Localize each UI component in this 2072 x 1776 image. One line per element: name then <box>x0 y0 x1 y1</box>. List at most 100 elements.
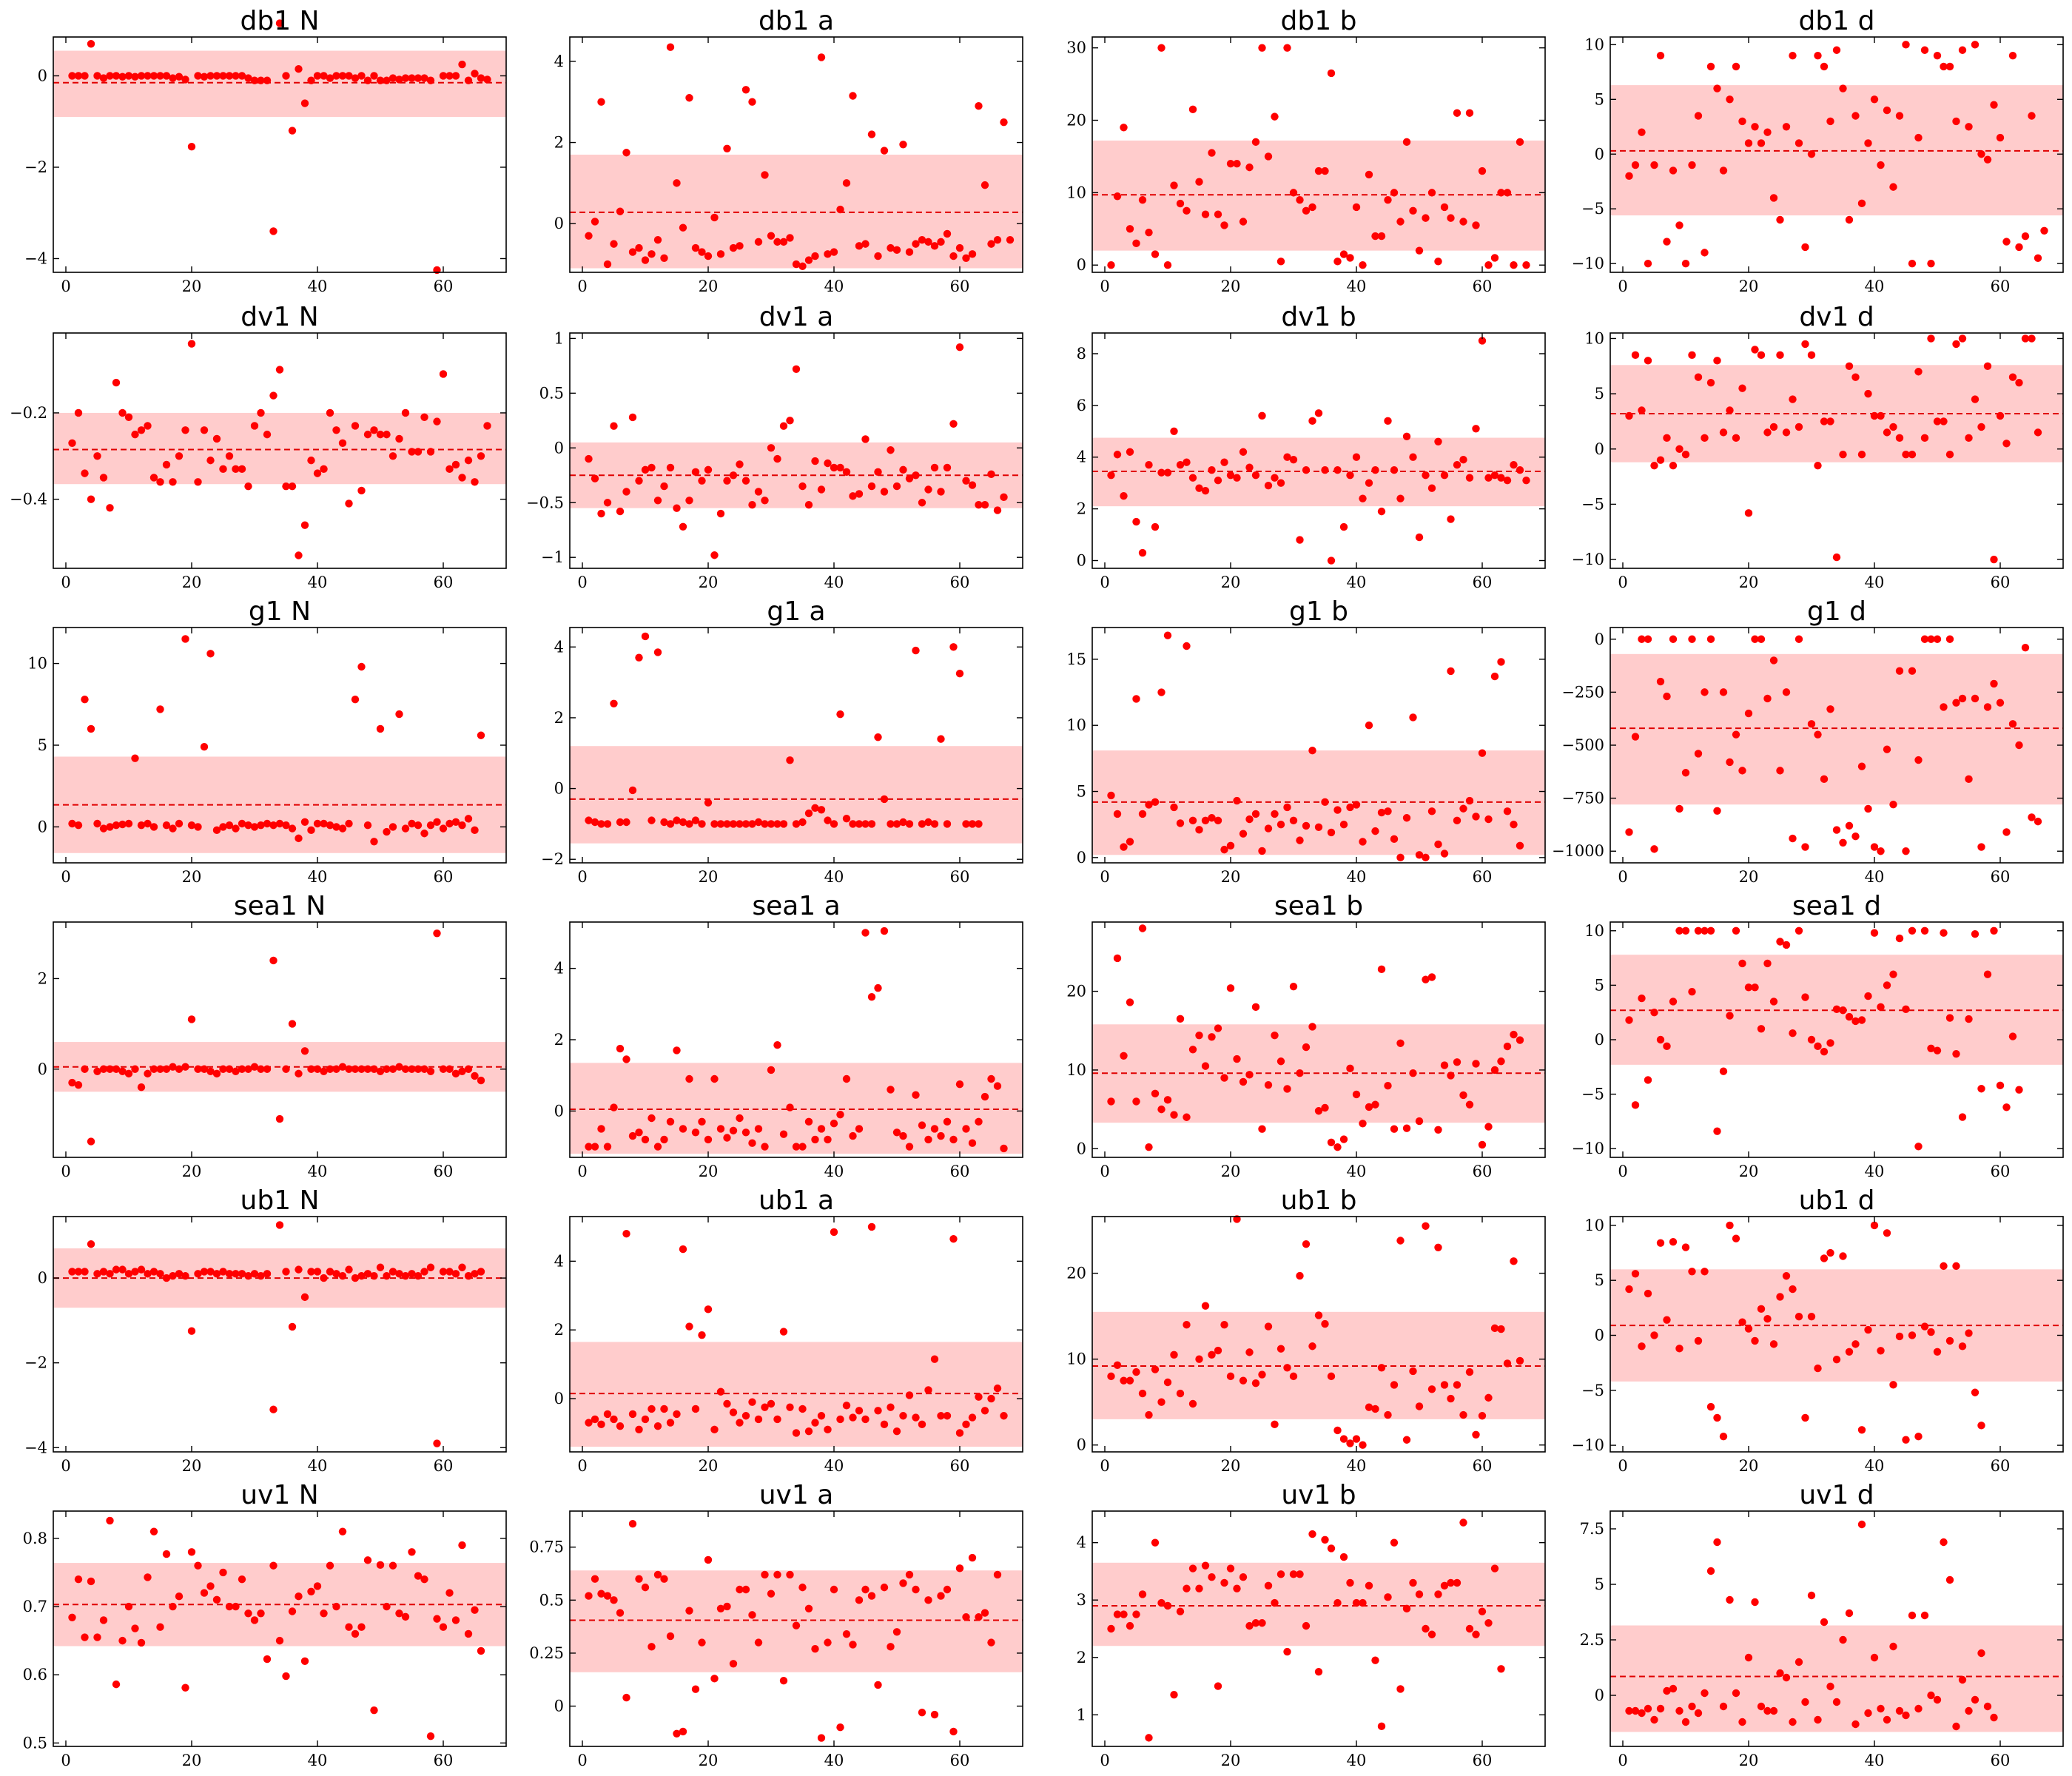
data-point <box>591 474 599 482</box>
data-point <box>395 434 403 443</box>
data-point <box>1751 346 1759 354</box>
data-point <box>307 1065 315 1073</box>
x-tick-label: 0 <box>1100 278 1109 295</box>
data-point <box>338 1527 347 1536</box>
x-tick-label: 0 <box>577 1752 587 1769</box>
data-point <box>1214 476 1222 485</box>
data-point <box>1927 259 1935 268</box>
data-point <box>1510 1030 1518 1039</box>
data-point <box>1895 934 1904 943</box>
std-band <box>1610 653 2063 805</box>
data-point <box>1157 44 1166 52</box>
data-point <box>1694 926 1703 935</box>
x-tick-label: 60 <box>1991 1457 2011 1475</box>
data-point <box>648 1643 656 1651</box>
data-point <box>955 669 964 678</box>
data-point <box>836 710 844 719</box>
x-tick-label: 20 <box>1739 1163 1759 1180</box>
data-point <box>99 824 108 832</box>
data-point <box>383 827 391 836</box>
data-point <box>710 551 719 559</box>
data-point <box>2021 232 2030 240</box>
data-point <box>792 1143 801 1151</box>
data-point <box>786 1103 794 1111</box>
data-point <box>912 240 920 248</box>
data-point <box>1870 411 1879 420</box>
x-tick-label: 0 <box>577 574 587 591</box>
data-point <box>1927 1044 1935 1052</box>
data-point <box>1132 695 1140 703</box>
data-point <box>1681 451 1690 459</box>
data-point <box>628 248 637 256</box>
x-tick-label: 40 <box>308 1457 328 1475</box>
data-point <box>905 248 914 256</box>
data-point <box>1701 1689 1709 1698</box>
data-point <box>1776 351 1784 360</box>
data-point <box>288 127 297 135</box>
x-tick-label: 0 <box>1618 278 1627 295</box>
data-point <box>68 72 76 80</box>
data-point <box>1465 1100 1474 1109</box>
y-tick-label: 0 <box>38 67 47 84</box>
y-tick-label: 0.8 <box>23 1530 47 1547</box>
data-point <box>200 426 209 434</box>
data-point <box>137 821 146 830</box>
data-point <box>1977 1085 1985 1093</box>
data-point <box>1977 843 1985 851</box>
data-point <box>295 834 303 843</box>
data-point <box>1983 703 1992 711</box>
data-point <box>363 821 372 830</box>
y-tick-label: −0.2 <box>10 404 47 422</box>
data-point <box>420 1268 428 1276</box>
data-point <box>1271 1031 1279 1040</box>
data-point <box>326 821 334 830</box>
data-point <box>395 75 403 84</box>
data-point <box>307 1587 315 1595</box>
data-point <box>106 1065 114 1073</box>
data-point <box>1327 1138 1336 1146</box>
data-point <box>1447 515 1455 523</box>
data-point <box>206 456 215 465</box>
subplot-title: sea1 a <box>752 891 840 921</box>
data-point <box>1940 703 1948 711</box>
data-point <box>363 1556 372 1564</box>
data-point <box>748 1139 756 1147</box>
data-point <box>1415 1590 1424 1598</box>
axes-frame <box>569 36 1023 273</box>
data-point <box>1663 692 1671 701</box>
data-point <box>1757 1305 1766 1314</box>
data-point <box>648 250 656 258</box>
data-point <box>269 1561 278 1570</box>
x-tick-label: 20 <box>699 574 719 591</box>
data-point <box>408 448 416 456</box>
x-tick-label: 60 <box>950 1752 970 1769</box>
data-point <box>1902 451 1910 459</box>
data-point <box>1208 814 1216 822</box>
data-point <box>320 819 328 828</box>
data-point <box>918 499 926 507</box>
axes-frame <box>1092 36 1546 273</box>
subplot-title: db1 d <box>1799 6 1875 36</box>
data-point <box>1233 796 1241 805</box>
data-point <box>1832 1355 1841 1364</box>
data-point <box>748 1611 756 1619</box>
data-point <box>1801 843 1809 851</box>
data-point <box>610 699 618 708</box>
data-point <box>1864 804 1872 813</box>
data-point <box>1870 95 1879 104</box>
data-point <box>729 1408 738 1416</box>
data-point <box>275 366 284 374</box>
data-point <box>1851 1720 1860 1729</box>
y-tick-label: 5 <box>1077 783 1086 801</box>
data-point <box>798 818 807 827</box>
data-point <box>1814 1715 1822 1724</box>
data-point <box>1820 1254 1829 1262</box>
data-point <box>99 474 108 482</box>
data-point <box>263 1270 272 1278</box>
data-point <box>729 1660 738 1668</box>
data-point <box>603 1592 612 1600</box>
data-point <box>1233 1584 1241 1592</box>
data-point <box>2021 334 2030 343</box>
data-point <box>1826 1682 1834 1691</box>
data-point <box>464 1065 473 1073</box>
